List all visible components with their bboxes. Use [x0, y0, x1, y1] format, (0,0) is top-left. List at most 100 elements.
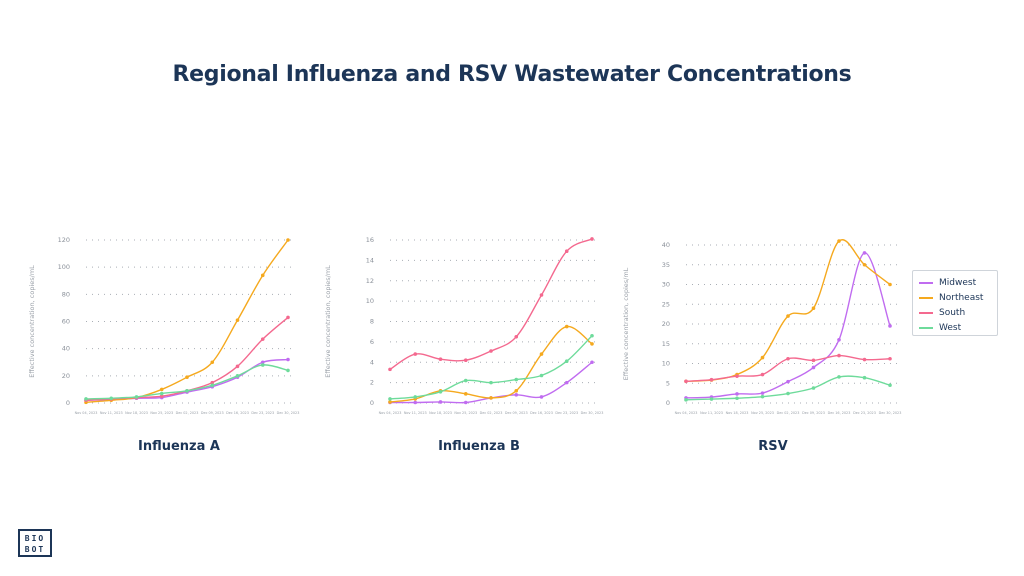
data-point-northeast [760, 355, 765, 360]
data-point-south [862, 357, 867, 362]
y-tick-label: 120 [58, 236, 70, 244]
y-tick-label: 25 [662, 300, 670, 308]
data-point-west [888, 383, 892, 388]
data-point-west [134, 395, 139, 399]
data-point-midwest [413, 400, 418, 405]
y-axis-label: Effective concentration, copies/mL [622, 267, 630, 380]
y-tick-label: 0 [666, 399, 670, 407]
data-point-south [413, 352, 418, 356]
data-point-west [159, 391, 164, 396]
data-point-northeast [159, 387, 164, 392]
data-point-west [84, 397, 88, 401]
x-tick-label: Dec 30, 2023 [277, 411, 300, 415]
y-tick-label: 80 [62, 290, 70, 298]
page-title: Regional Influenza and RSV Wastewater Co… [172, 62, 852, 87]
data-point-west [735, 396, 739, 401]
x-tick-label: Nov 04, 2023 [75, 411, 98, 415]
y-tick-label: 20 [662, 320, 670, 328]
influenza-b-chart: Effective concentration, copies/mL 0 2 4 6 8 1… [324, 236, 604, 415]
rsv-title: RSV [758, 439, 788, 454]
data-point-south [811, 358, 816, 363]
data-point-west [811, 386, 816, 390]
data-point-west [786, 391, 790, 396]
northeast-swatch [919, 296, 933, 299]
data-point-midwest [514, 393, 519, 397]
data-point-midwest [862, 251, 867, 255]
data-point-northeast [463, 392, 468, 396]
data-point-midwest [837, 338, 841, 342]
south-swatch [919, 311, 933, 314]
data-point-northeast [185, 375, 189, 379]
legend-item-south: South [919, 305, 991, 320]
data-point-west [260, 363, 265, 367]
x-tick-label: Dec 16, 2023 [828, 411, 851, 415]
x-tick-label: Dec 16, 2023 [226, 411, 249, 415]
x-tick-label: Nov 04, 2023 [379, 411, 402, 415]
data-point-northeast [811, 306, 816, 310]
x-tick-label: Dec 02, 2023 [777, 411, 800, 415]
data-point-northeast [260, 273, 265, 278]
data-point-west [185, 388, 189, 393]
data-point-northeast [837, 239, 841, 243]
data-point-northeast [888, 282, 892, 287]
data-point-west [709, 397, 714, 401]
midwest-swatch [919, 281, 933, 284]
rsv-chart: Effective concentration, copies/mL 0 5 10 15… [622, 238, 902, 415]
data-point-northeast [564, 324, 569, 329]
data-point-south [463, 358, 468, 363]
data-point-south [760, 372, 765, 377]
y-tick-label: 10 [662, 360, 670, 368]
data-point-west [210, 383, 215, 388]
legend-item-midwest: Midwest [919, 275, 991, 290]
data-point-northeast [786, 314, 790, 318]
data-point-south [260, 337, 265, 341]
data-point-south [709, 377, 714, 382]
data-point-south [286, 315, 290, 320]
x-tick-label: Nov 04, 2023 [675, 411, 698, 415]
data-point-west [286, 368, 290, 373]
data-point-west [109, 396, 114, 401]
y-tick-label: 6 [370, 338, 374, 346]
data-point-midwest [888, 324, 892, 328]
data-point-midwest [463, 400, 468, 405]
logo-line-2: BOT [24, 545, 46, 554]
y-axis-label: Effective concentration, copies/mL [324, 265, 332, 378]
data-point-midwest [735, 392, 739, 396]
x-tick-label: Nov 11, 2023 [404, 411, 427, 415]
x-tick-label: Dec 30, 2023 [879, 411, 902, 415]
legend-label: Midwest [939, 277, 977, 288]
y-tick-label: 2 [370, 379, 374, 387]
data-point-midwest [590, 360, 594, 365]
y-tick-label: 40 [662, 241, 670, 249]
y-tick-label: 16 [366, 236, 374, 244]
y-tick-label: 12 [366, 277, 374, 285]
data-point-northeast [235, 318, 240, 322]
data-point-south [786, 356, 790, 361]
x-tick-label: Nov 18, 2023 [726, 411, 749, 415]
y-tick-label: 40 [62, 345, 70, 353]
data-point-northeast [489, 396, 493, 400]
data-point-south [235, 364, 240, 369]
y-tick-label: 30 [662, 281, 670, 289]
y-tick-label: 5 [666, 379, 670, 387]
logo-line-1: BIO [24, 534, 46, 543]
x-tick-label: Nov 25, 2023 [454, 411, 477, 415]
data-point-west [564, 359, 569, 364]
y-tick-label: 100 [58, 263, 70, 271]
data-point-northeast [862, 262, 867, 267]
data-point-west [837, 375, 841, 379]
data-point-west [463, 378, 468, 383]
legend-label: West [939, 322, 962, 333]
x-tick-label: Dec 16, 2023 [530, 411, 553, 415]
x-tick-label: Dec 30, 2023 [581, 411, 604, 415]
influenza-b-title: Influenza B [438, 439, 520, 454]
data-point-midwest [564, 380, 569, 385]
data-point-northeast [539, 352, 544, 356]
influenza-a-chart: Effective concentration, copies/mL 0 20 40 6… [28, 236, 300, 415]
x-tick-label: Dec 09, 2023 [802, 411, 825, 415]
x-tick-label: Dec 23, 2023 [251, 411, 274, 415]
data-point-west [235, 374, 240, 378]
data-point-midwest [260, 360, 265, 365]
data-point-northeast [514, 388, 519, 393]
series-line-south [85, 316, 289, 401]
